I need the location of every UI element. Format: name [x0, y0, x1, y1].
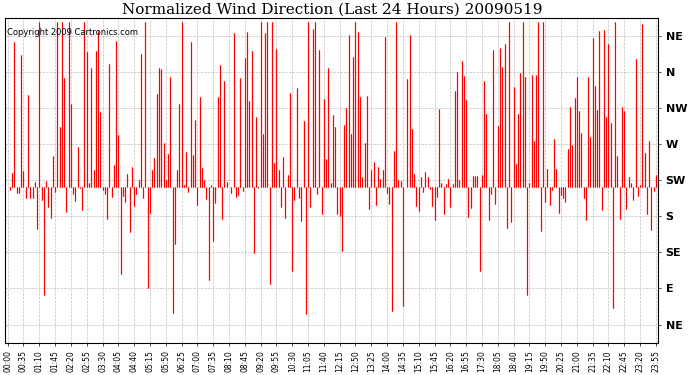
Text: Copyright 2009 Cartronics.com: Copyright 2009 Cartronics.com [8, 28, 139, 37]
Title: Normalized Wind Direction (Last 24 Hours) 20090519: Normalized Wind Direction (Last 24 Hours… [121, 3, 542, 17]
